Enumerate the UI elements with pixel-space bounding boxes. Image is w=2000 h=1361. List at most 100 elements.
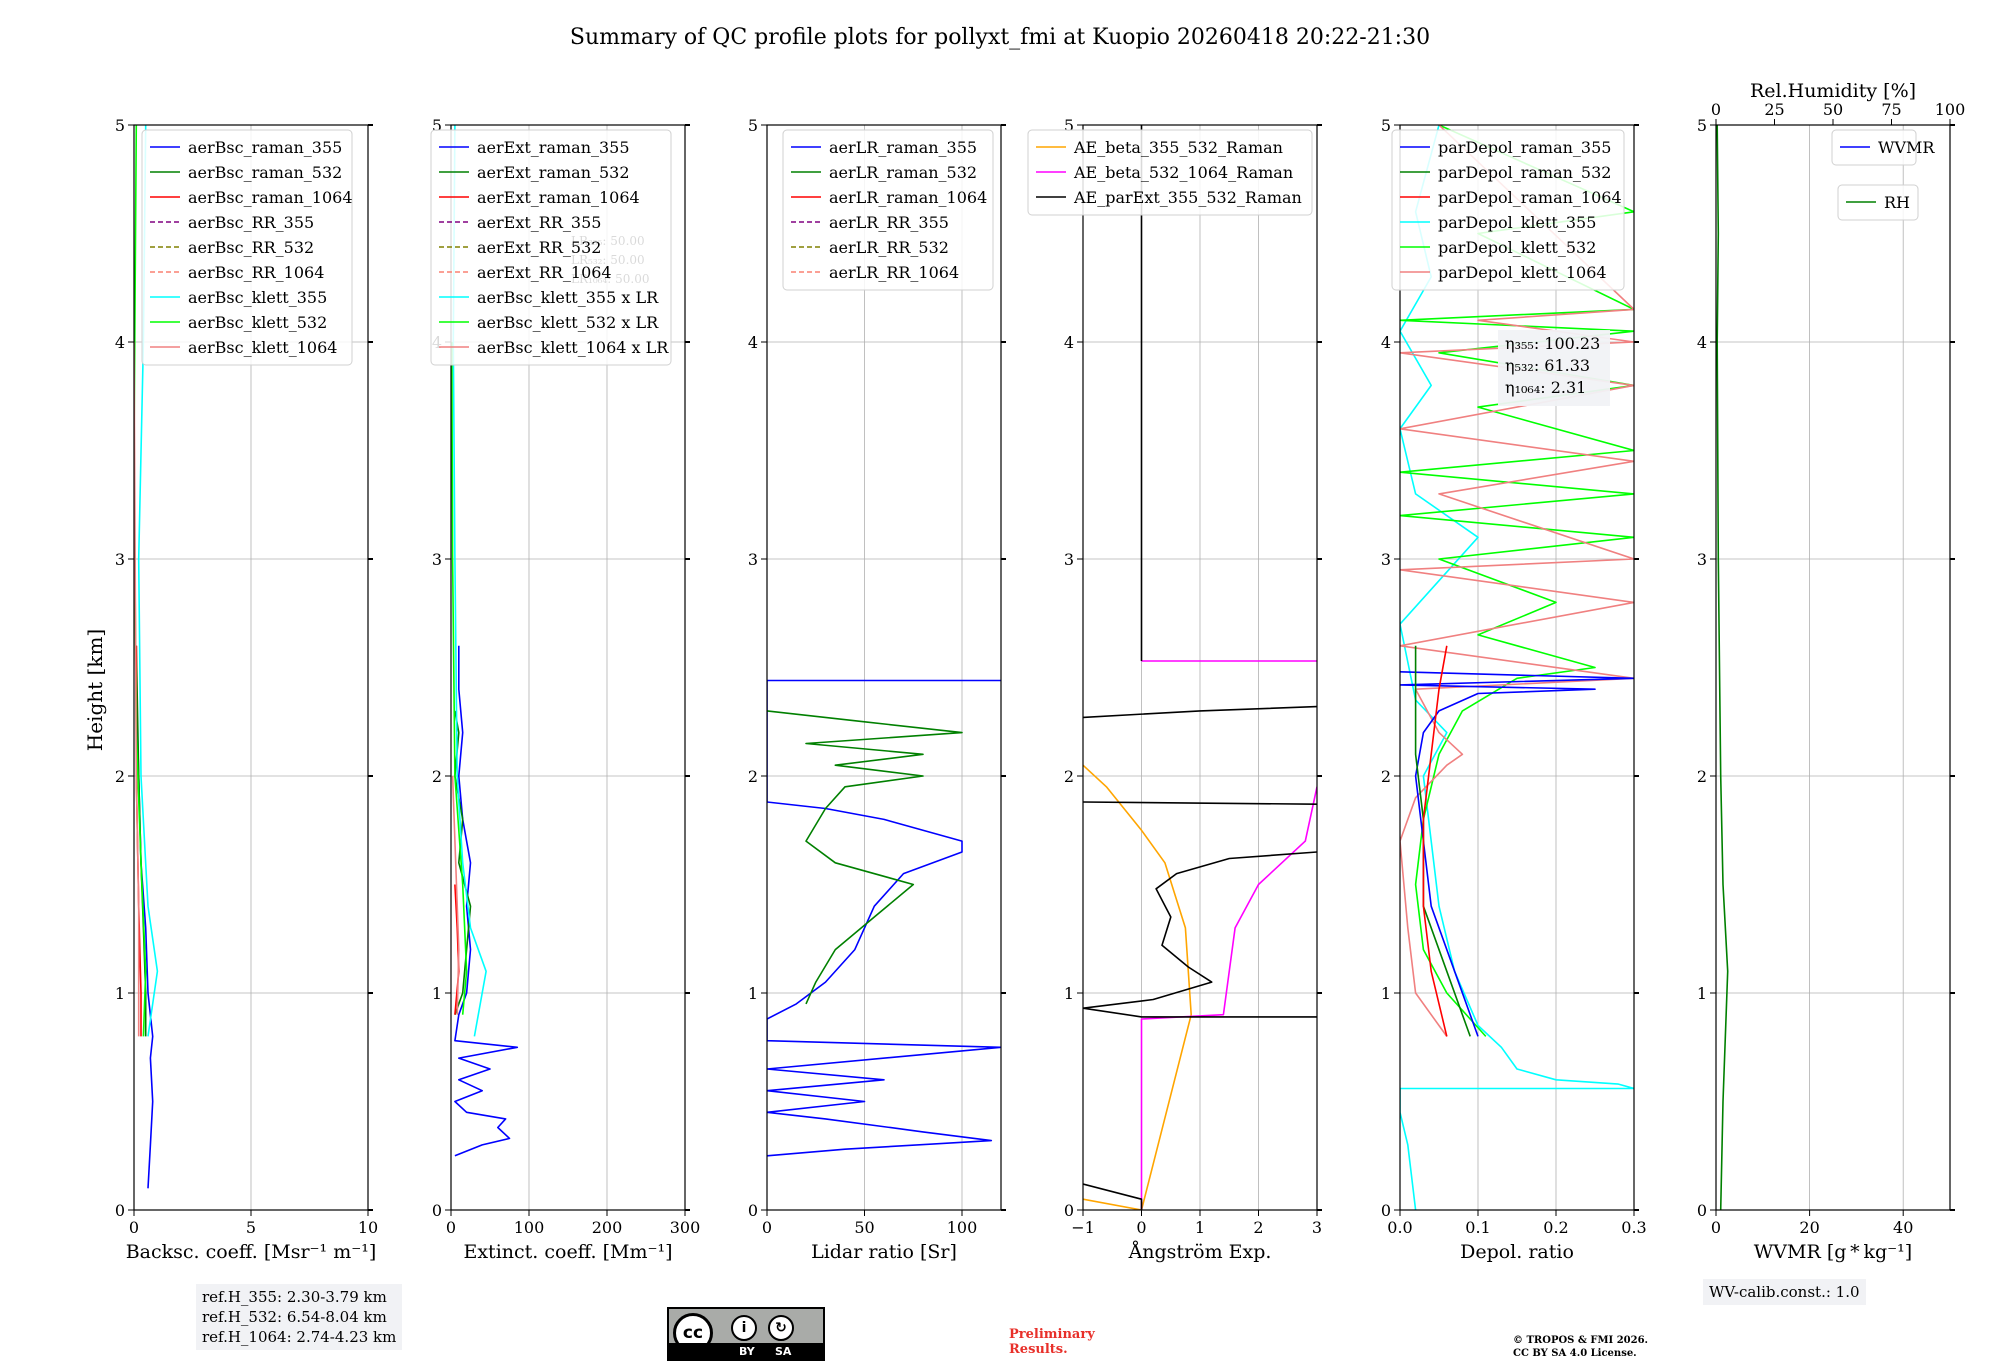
legend-label: aerBsc_raman_532 bbox=[188, 163, 342, 182]
x-tick-label: 0 bbox=[129, 1218, 139, 1237]
y-tick-label: 1 bbox=[1064, 984, 1074, 1003]
license-sa-label: SA bbox=[775, 1345, 792, 1358]
x-tick-label: 3 bbox=[1312, 1218, 1322, 1237]
legend-box bbox=[1831, 129, 1917, 166]
series-line-AE_parExt_355_532_Raman (top) bbox=[1083, 705, 1317, 719]
share-alike-icon: ↻ bbox=[768, 1315, 794, 1341]
y-tick-label: 0 bbox=[115, 1201, 125, 1220]
y-tick-label: 1 bbox=[432, 984, 442, 1003]
panel-5: 0.0 0.1 0.2 0.3 Depol. ratio 0 1 2 3 4 5 parDepol_r… bbox=[1381, 116, 1647, 1263]
y-tick-label: 3 bbox=[432, 550, 442, 569]
legend-box bbox=[782, 129, 994, 291]
y-tick-label: 1 bbox=[1381, 984, 1391, 1003]
x-tick-label: 0.0 bbox=[1387, 1218, 1412, 1237]
cc-by-sa-logo: cc i ↻ BY SA bbox=[667, 1307, 825, 1361]
person-icon: i bbox=[731, 1315, 757, 1341]
series-group bbox=[1083, 125, 1317, 1210]
series-group bbox=[767, 679, 1001, 1157]
legend-label: aerBsc_raman_355 bbox=[188, 138, 342, 157]
y-tick-label: 3 bbox=[748, 550, 758, 569]
y-tick-label: 1 bbox=[1697, 984, 1707, 1003]
legend-box bbox=[1027, 129, 1313, 216]
series-line-AE_beta_355_532_Raman bbox=[1083, 764, 1192, 1210]
top-tick-label: 25 bbox=[1764, 100, 1784, 119]
legend-label: aerBsc_klett_532 x LR bbox=[477, 313, 659, 332]
series-line-aerBsc_klett_1064 x LR bbox=[451, 775, 460, 1015]
eta-label: η₅₃₂: 61.33 bbox=[1505, 356, 1590, 375]
x-tick-label: 100 bbox=[947, 1218, 978, 1237]
y-tick-label: 5 bbox=[1064, 116, 1074, 135]
legend-label: aerBsc_RR_355 bbox=[188, 213, 314, 232]
series-line-AE_parExt_355_532_Raman (mid) bbox=[1083, 851, 1317, 1018]
legend-label: AE_beta_532_1064_Raman bbox=[1073, 163, 1293, 182]
legend-label: aerExt_RR_355 bbox=[477, 213, 601, 232]
legend-box bbox=[141, 129, 353, 366]
x-tick-label: 0 bbox=[446, 1218, 456, 1237]
legend-box bbox=[1391, 129, 1625, 291]
panel-1: 0 5 10 Backsc. coeff. [Msr⁻¹ m⁻¹] 0 1 2 3 4 5 aerB… bbox=[115, 116, 378, 1263]
legend-label: aerLR_raman_1064 bbox=[829, 188, 987, 207]
series-line-parDepol_raman_355 bbox=[1400, 671, 1634, 1037]
y-tick-label: 0 bbox=[1697, 1201, 1707, 1220]
series-line-AE_parExt_355_532_Raman (upper) bbox=[1083, 801, 1317, 805]
preliminary-line-1: Preliminary bbox=[1009, 1327, 1095, 1342]
legend-label: RH bbox=[1884, 193, 1910, 212]
y-tick-label: 4 bbox=[1697, 333, 1707, 352]
ref-height-355: ref.H_355: 2.30-3.79 km bbox=[202, 1288, 387, 1306]
y-tick-label: 3 bbox=[1064, 550, 1074, 569]
axes-frame bbox=[1399, 124, 1635, 1211]
legend-label: aerExt_raman_532 bbox=[477, 163, 630, 182]
y-tick-label: 2 bbox=[432, 767, 442, 786]
legend-label: aerBsc_klett_1064 x LR bbox=[477, 338, 669, 357]
y-tick-label: 5 bbox=[1697, 116, 1707, 135]
ref-heights-box: ref.H_355: 2.30-3.79 km ref.H_532: 6.54-… bbox=[196, 1284, 403, 1350]
y-tick-label: 4 bbox=[1064, 333, 1074, 352]
y-tick-label: 3 bbox=[1381, 550, 1391, 569]
x-axis-label: Backsc. coeff. [Msr⁻¹ m⁻¹] bbox=[126, 1241, 377, 1263]
legend-label: aerExt_RR_1064 bbox=[477, 263, 612, 282]
figure-title: Summary of QC profile plots for pollyxt_… bbox=[570, 25, 1430, 50]
license-by-label: BY bbox=[739, 1345, 755, 1358]
x-tick-label: 0 bbox=[1136, 1218, 1146, 1237]
ref-height-532: ref.H_532: 6.54-8.04 km bbox=[202, 1308, 387, 1326]
axes-frame bbox=[450, 124, 686, 1211]
legend-label: aerLR_raman_532 bbox=[829, 163, 977, 182]
legend-label: aerExt_raman_355 bbox=[477, 138, 630, 157]
y-tick-label: 0 bbox=[1064, 1201, 1074, 1220]
legend-label: aerBsc_klett_355 bbox=[188, 288, 327, 307]
series-line-parDepol_klett_1064 bbox=[1400, 125, 1634, 1037]
y-tick-label: 2 bbox=[748, 767, 758, 786]
preliminary-note: Preliminary Results. bbox=[1009, 1327, 1095, 1357]
y-tick-label: 2 bbox=[1381, 767, 1391, 786]
axes-frame bbox=[766, 124, 1002, 1211]
x-tick-label: 2 bbox=[1253, 1218, 1263, 1237]
eta-label: η₃₅₅: 100.23 bbox=[1505, 334, 1600, 353]
x-tick-label: −1 bbox=[1071, 1218, 1095, 1237]
legend-label: WVMR bbox=[1878, 138, 1935, 157]
wv-calib-box: WV-calib.const.: 1.0 bbox=[1703, 1279, 1866, 1305]
legend-label: aerBsc_klett_355 x LR bbox=[477, 288, 659, 307]
x-tick-label: 0 bbox=[1711, 1218, 1721, 1237]
legend-label: aerBsc_klett_532 bbox=[188, 313, 327, 332]
y-tick-label: 0 bbox=[748, 1201, 758, 1220]
x-tick-label: 40 bbox=[1893, 1218, 1913, 1237]
x-tick-label: 20 bbox=[1799, 1218, 1819, 1237]
series-group bbox=[1400, 125, 1634, 1210]
y-tick-label: 4 bbox=[1381, 333, 1391, 352]
series-line-parDepol_klett_355 bbox=[1400, 125, 1634, 1210]
y-tick-label: 5 bbox=[115, 116, 125, 135]
axes-frame bbox=[1715, 124, 1951, 1211]
series-line-parDepol_raman_1064 bbox=[1422, 645, 1448, 1037]
legend-label: aerBsc_klett_1064 bbox=[188, 338, 337, 357]
y-tick-label: 2 bbox=[1064, 767, 1074, 786]
license-band bbox=[669, 1343, 823, 1359]
copyright-note: © TROPOS & FMI 2026. CC BY SA 4.0 Licens… bbox=[1513, 1334, 1648, 1360]
legend-box bbox=[430, 129, 672, 366]
series-line-parDepol_klett_532 bbox=[1400, 125, 1634, 1037]
y-tick-label: 0 bbox=[1381, 1201, 1391, 1220]
y-tick-label: 4 bbox=[748, 333, 758, 352]
series-line-aerLR_raman_355 bbox=[767, 679, 1001, 1157]
